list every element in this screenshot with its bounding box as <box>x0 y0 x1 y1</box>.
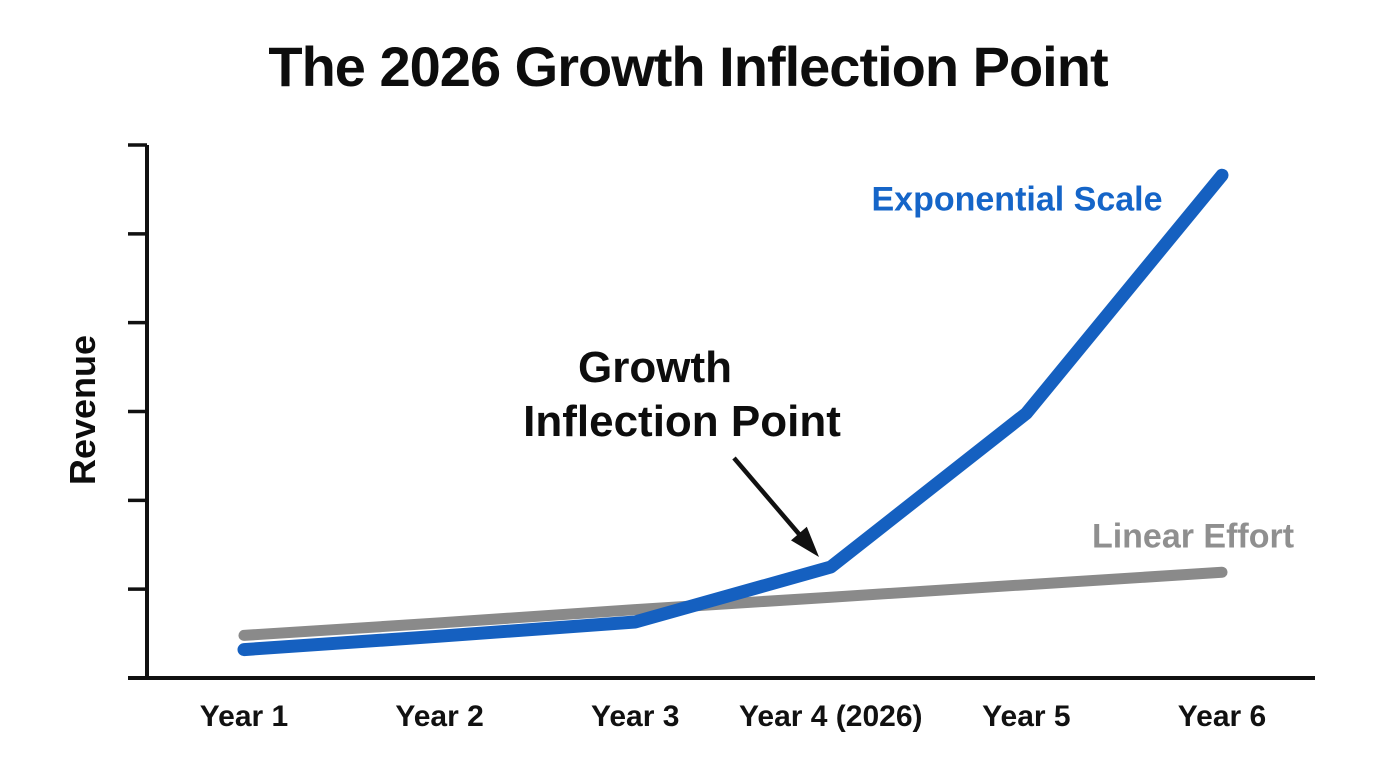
annotation-line1: Growth <box>578 343 732 392</box>
x-tick-label: Year 5 <box>982 700 1071 733</box>
x-tick-label: Year 2 <box>395 700 484 733</box>
exponential-scale-line <box>237 168 1229 657</box>
x-tick-label: Year 6 <box>1177 700 1267 733</box>
x-axis-labels: Year 1 Year 2 Year 3 Year 4 (2026) Year 5 Yea… <box>0 700 1376 740</box>
annotation-arrow-shaft <box>732 456 801 536</box>
y-axis-label: Revenue <box>62 334 103 486</box>
chart-title: The 2026 Growth Inflection Point <box>268 35 1108 98</box>
x-tick-label: Year 4 (2026) <box>739 700 923 733</box>
linear-effort-line <box>238 566 1228 641</box>
annotation-arrowhead-icon <box>791 526 819 557</box>
annotation-line2: Inflection Point <box>523 397 841 446</box>
x-tick-label: Year 1 <box>199 700 289 733</box>
x-tick-label: Year 3 <box>590 700 680 733</box>
annotation-growth-inflection-point: Growth Inflection Point <box>523 341 841 449</box>
series-label-linear: Linear Effort <box>1091 517 1295 556</box>
series-label-exponential: Exponential Scale <box>871 180 1163 219</box>
